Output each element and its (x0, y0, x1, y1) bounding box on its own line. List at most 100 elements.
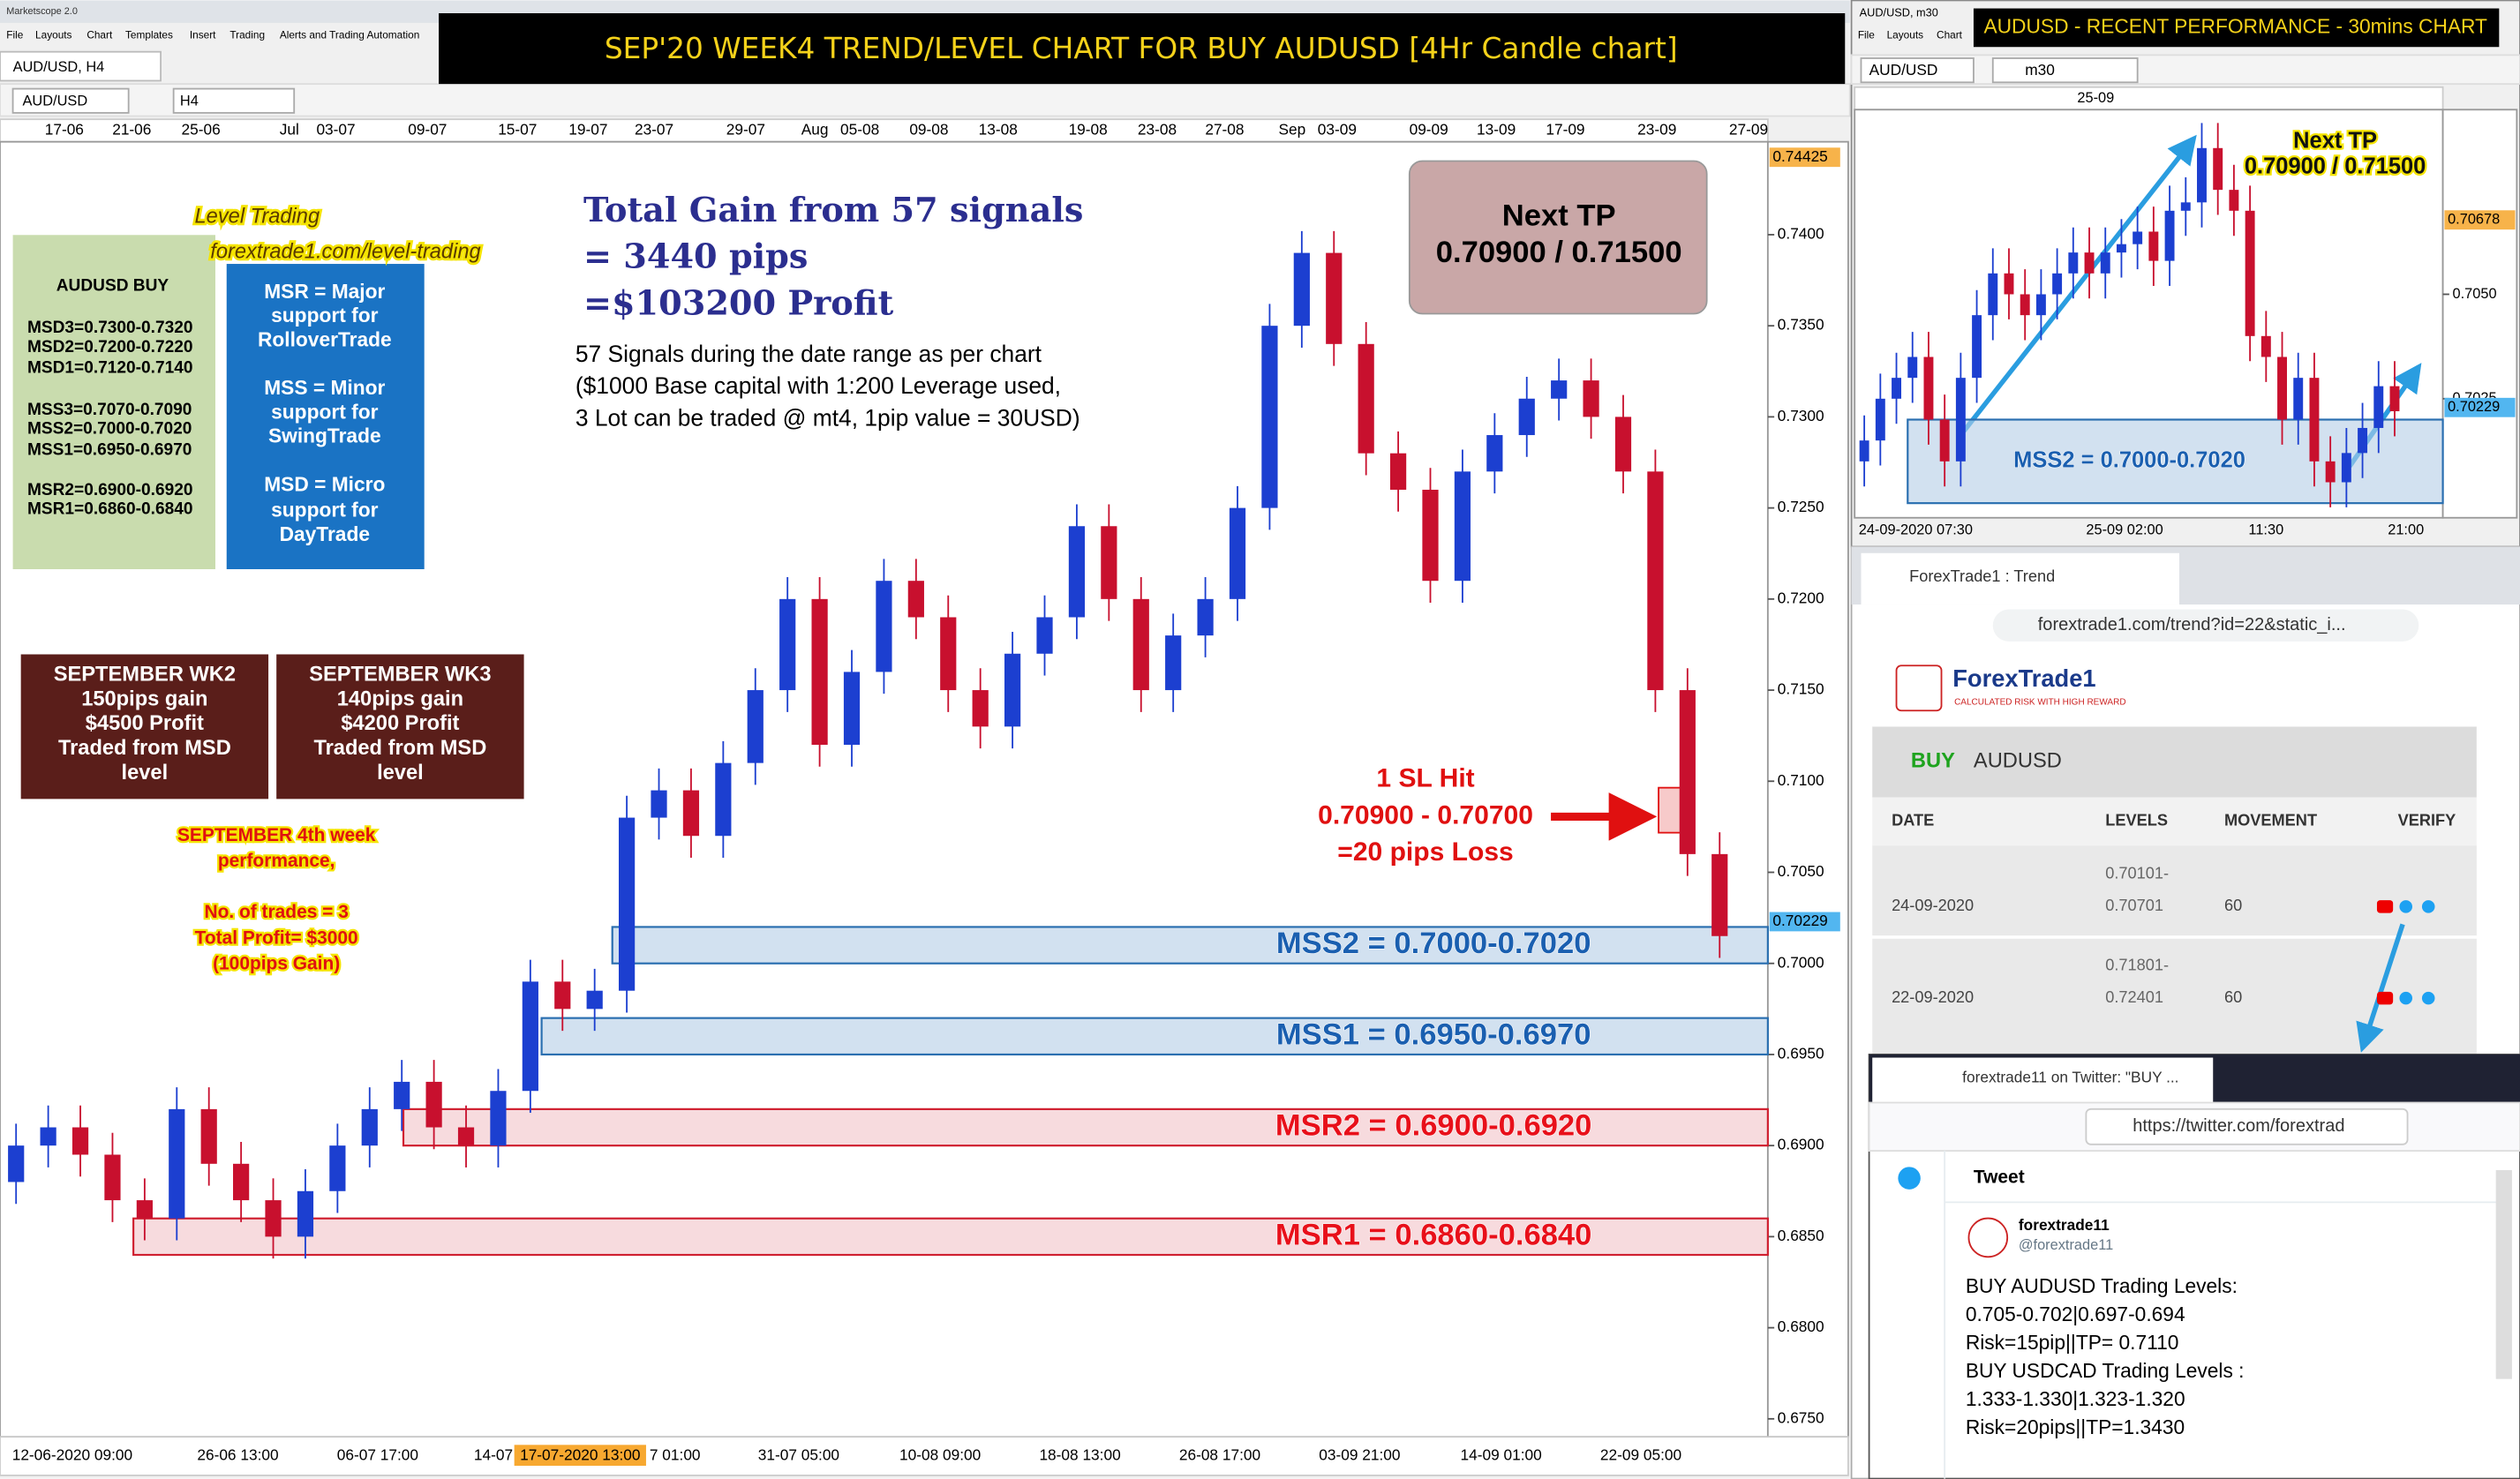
candle-body (265, 1200, 282, 1237)
candle-body (169, 1108, 185, 1219)
y-tick-label: 0.7350 (1778, 316, 1824, 334)
sl-hit: 1 SL Hit (1376, 763, 1474, 792)
legend-line: RolloverTrade (258, 327, 392, 350)
x-bottom-label: 03-09 21:00 (1319, 1446, 1400, 1464)
legend-line: DayTrade (280, 522, 370, 545)
week-box (20, 654, 269, 800)
x-top-label: 03-07 (316, 120, 355, 138)
candle-body (1583, 380, 1599, 417)
candle-body (2035, 294, 2046, 316)
app-title: Marketscope 2.0 (6, 6, 78, 17)
candle-body (1875, 398, 1885, 441)
candle-body (1165, 635, 1182, 691)
price-marker (2444, 397, 2516, 417)
twitter-logo[interactable] (1898, 1167, 1921, 1190)
candle-body (2293, 378, 2304, 420)
candle-body (1101, 526, 1117, 599)
x-top-label: 19-08 (1069, 120, 1108, 138)
candle-body (2358, 427, 2368, 454)
table-cell: 60 (2224, 897, 2242, 914)
chart-tab[interactable] (0, 50, 162, 82)
cursor-label-bg (514, 1445, 646, 1466)
verify-icon[interactable] (2421, 991, 2435, 1005)
verify-icon[interactable] (2399, 991, 2413, 1005)
address-bar[interactable] (1992, 609, 2419, 642)
verify-icon[interactable] (2399, 900, 2413, 913)
candle-body (2229, 190, 2239, 211)
candle-body (2213, 147, 2223, 191)
candle-body (1955, 378, 1966, 462)
price-axis (1766, 140, 1849, 1438)
sl-hit: 0.70900 - 0.70700 (1318, 800, 1533, 830)
x-top-label: 27-09 (1729, 120, 1768, 138)
x-bottom-label: 24-09-2020 07:30 (1859, 522, 1973, 538)
tweet-line: 1.333-1.330|1.323-1.320 (1966, 1387, 2185, 1410)
tweet-line: Risk=20pips||TP=1.3430 (1966, 1415, 2185, 1438)
right-timeframe-select[interactable] (1991, 57, 2139, 84)
candle-body (747, 690, 764, 763)
x-bottom-label: 14-09 01:00 (1460, 1446, 1541, 1464)
table-header: MOVEMENT (2224, 812, 2317, 830)
candle-body (1551, 380, 1568, 399)
x-top-label: Sep (1279, 120, 1306, 138)
week-box-line: Traded from MSD (313, 737, 486, 760)
right-next-tp: 0.70900 / 0.71500 (2245, 154, 2426, 179)
x-top-label: 23-09 (1637, 120, 1676, 138)
verify-icon[interactable] (2376, 900, 2394, 913)
y-tick-label: 0.7200 (1778, 589, 1824, 606)
browser-tab-title: ForexTrade1 : Trend (1909, 567, 2055, 585)
legend-line: SwingTrade (268, 424, 381, 447)
verify-icon[interactable] (2421, 900, 2435, 913)
candle-body (907, 581, 924, 618)
browser-tab[interactable] (1861, 552, 2179, 605)
candle-body (457, 1127, 475, 1146)
candle-body (2164, 210, 2175, 261)
x-bottom-label: 22-09 05:00 (1600, 1446, 1681, 1464)
right-symbol-select[interactable] (1860, 57, 1975, 84)
timeframe-select[interactable] (172, 87, 296, 114)
banner-title: SEP'20 WEEK4 TREND/LEVEL CHART FOR BUY A… (605, 32, 1678, 65)
verify-icon[interactable] (2376, 991, 2394, 1005)
tab-label: AUD/USD, H4 (13, 59, 105, 75)
right-timeframe: m30 (2025, 61, 2055, 79)
menu-item: Alerts and Trading Automation (280, 29, 419, 41)
x-top-label: 25-09 (2077, 90, 2114, 106)
next-tp: 0.70900 / 0.71500 (1436, 236, 1682, 269)
right-banner (1973, 8, 2500, 48)
x-top-label: Jul (280, 120, 299, 138)
candle-body (2133, 231, 2143, 244)
candle-body (394, 1081, 410, 1109)
candle-body (1132, 598, 1149, 691)
table-cell: 0.70701 (2105, 897, 2163, 914)
x-bottom-label: 12-06-2020 09:00 (12, 1446, 132, 1464)
right-top-axis (1854, 86, 2444, 111)
level-trading: forextrade1.com/level-trading (210, 241, 480, 264)
y-tick-label: 0.7000 (1778, 953, 1824, 971)
price-marker-label: 0.70678 (2448, 212, 2500, 228)
candle-body (1647, 471, 1664, 691)
x-bottom-label: 25-09 02:00 (2086, 522, 2163, 538)
twitter-tab[interactable] (1872, 1057, 2214, 1103)
x-top-label: 25-06 (181, 120, 220, 138)
symbol-select[interactable] (11, 87, 130, 114)
menu-item: Layouts (35, 29, 72, 41)
table-cell: 0.70101- (2105, 865, 2169, 882)
right-banner: AUDUSD - RECENT PERFORMANCE - 30mins CHA… (1983, 14, 2487, 37)
candle-body (1486, 435, 1503, 472)
legend-box (226, 264, 425, 569)
next-tp-box (1408, 160, 1708, 315)
levels-line: MSD2=0.7200-0.7220 (27, 338, 193, 357)
y-tick-label: 0.7050 (2453, 286, 2497, 302)
x-top-label: 23-07 (635, 120, 673, 138)
table-cell: 24-09-2020 (1892, 897, 1974, 914)
twitter-address-bar[interactable] (2085, 1107, 2409, 1145)
x-top-label: 15-07 (498, 120, 537, 138)
table-header-bg (1872, 797, 2477, 846)
candle-body (2277, 357, 2287, 420)
candle-body (1261, 326, 1278, 508)
y-tick-label: 0.7400 (1778, 225, 1824, 243)
bottom-time-axis (0, 1436, 1849, 1476)
x-top-label: 23-08 (1138, 120, 1177, 138)
candle-body (2245, 210, 2255, 336)
price-marker-label: 0.74425 (1772, 147, 1827, 165)
